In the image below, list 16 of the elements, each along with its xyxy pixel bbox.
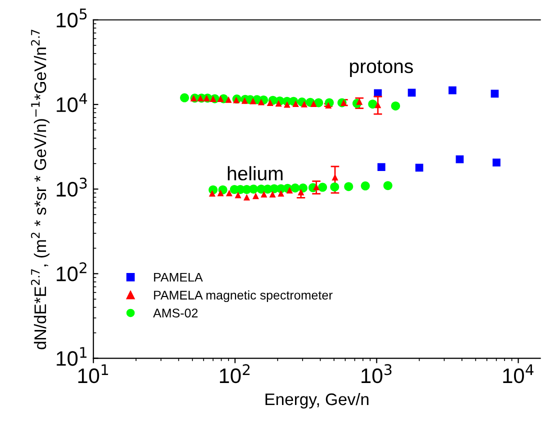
x-tick-label: 10$^{3}$ (362, 364, 392, 384)
legend-label: PAMELA magnetic spectrometer (154, 290, 333, 302)
y-tick-label: 10$^{5}$ (56, 8, 87, 28)
x-tick-label: 10$^{2}$ (220, 364, 250, 384)
y-tick-label: 10$^{4}$ (56, 93, 88, 112)
x-tick-label: 10$^{4}$ (503, 364, 534, 384)
x-tick-label: 10$^{1}$ (78, 364, 108, 384)
y-tick-label: 10$^{2}$ (56, 262, 86, 282)
legend-label: AMS-02 (153, 308, 198, 318)
x-axis-title: Energy, Gev/n (266, 392, 368, 409)
annotation: helium (228, 166, 283, 180)
legend-label: PAMELA (154, 272, 203, 282)
y-tick-label: 10$^{1}$ (56, 347, 87, 366)
annotation: protons (350, 60, 413, 77)
y-tick-label: 10$^{3}$ (56, 178, 87, 197)
y-axis-title: dN/dE*E$^{2.7}$, (m$^{2}$ * s*sr * GeV/n)$^{−1}$*GeV/n$^{2.7}$ (30, 30, 50, 350)
